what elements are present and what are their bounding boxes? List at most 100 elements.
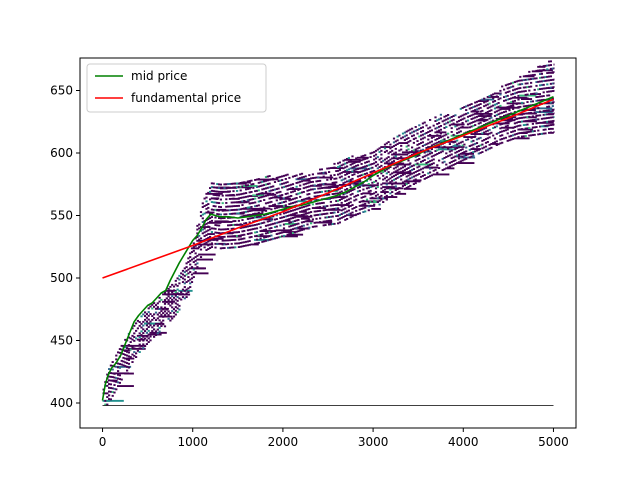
density-cell <box>414 137 417 140</box>
density-cell <box>261 184 264 187</box>
density-cell <box>537 114 540 117</box>
density-cell <box>504 125 507 128</box>
density-cell <box>194 263 197 266</box>
density-cell <box>364 173 367 175</box>
density-cell <box>248 210 251 212</box>
density-cell <box>328 167 331 170</box>
density-cell <box>300 191 304 194</box>
density-cell <box>174 279 177 282</box>
density-cell <box>230 239 233 241</box>
density-cell <box>282 231 296 233</box>
density-cell <box>549 67 552 70</box>
density-cell <box>221 194 224 197</box>
density-cell <box>194 259 197 262</box>
density-cell <box>315 210 318 213</box>
density-cell <box>219 183 222 186</box>
density-cell <box>329 219 332 222</box>
density-cell <box>291 190 295 193</box>
density-cell <box>234 220 237 222</box>
density-cell <box>187 287 190 290</box>
density-cell <box>210 219 213 222</box>
density-cell <box>391 194 394 197</box>
density-cell <box>140 330 143 333</box>
density-cell <box>237 193 240 196</box>
density-cell <box>481 132 484 135</box>
density-cell <box>225 228 228 231</box>
density-cell <box>162 293 175 296</box>
density-cell <box>106 381 109 383</box>
density-cell <box>360 174 363 177</box>
density-cell <box>293 231 296 234</box>
density-cell <box>313 195 316 198</box>
density-cell <box>396 143 399 145</box>
density-cell <box>394 192 407 195</box>
density-cell <box>414 148 417 151</box>
density-cell <box>409 151 412 153</box>
density-cell <box>117 373 120 376</box>
density-cell <box>288 221 291 224</box>
density-cell <box>477 152 480 155</box>
density-cell <box>421 171 424 174</box>
density-cell <box>333 174 336 176</box>
density-cell <box>385 149 388 152</box>
density-cell <box>421 167 424 170</box>
density-cell <box>533 133 536 136</box>
density-cell <box>461 125 464 128</box>
density-cell <box>308 185 311 188</box>
density-cell <box>365 172 369 175</box>
density-cell <box>216 183 219 185</box>
density-cell <box>362 158 365 161</box>
density-cell <box>239 208 242 211</box>
density-cell <box>228 213 231 215</box>
density-cell <box>493 100 497 102</box>
density-cell <box>353 165 356 168</box>
legend: mid price fundamental price <box>86 63 267 113</box>
density-cell <box>317 180 320 182</box>
density-cell <box>313 191 316 194</box>
density-cell <box>553 63 555 66</box>
density-cell <box>248 236 251 239</box>
density-cell <box>542 125 545 127</box>
density-cell <box>286 196 289 199</box>
density-cell <box>162 300 175 303</box>
density-cell <box>448 150 451 153</box>
density-cell <box>315 195 318 198</box>
density-cell <box>127 336 130 339</box>
density-cell <box>546 124 549 127</box>
density-cell <box>291 220 295 223</box>
density-cell <box>232 190 235 193</box>
density-cell <box>264 228 268 231</box>
density-cell <box>290 213 293 216</box>
density-cell <box>522 97 525 100</box>
density-cell <box>237 204 240 207</box>
density-cell <box>162 323 165 326</box>
density-cell <box>328 223 331 226</box>
density-cell <box>144 311 147 314</box>
density-cell <box>367 186 370 189</box>
density-cell <box>430 151 433 154</box>
density-cell <box>187 279 190 282</box>
density-cell <box>241 196 244 199</box>
density-cell <box>154 307 169 310</box>
density-cell <box>353 188 356 191</box>
density-cell <box>488 113 491 116</box>
density-cell <box>474 105 477 108</box>
density-cell <box>474 131 477 134</box>
density-cell <box>337 199 340 202</box>
density-cell <box>248 202 251 205</box>
density-cell <box>508 135 511 138</box>
density-cell <box>227 246 230 249</box>
density-cell <box>248 180 251 182</box>
density-cell <box>255 231 259 233</box>
legend-label-fundamental-price: fundamental price <box>131 91 241 105</box>
density-cell <box>297 181 300 184</box>
density-cell <box>549 64 552 66</box>
density-cell <box>167 299 170 301</box>
density-cell <box>342 204 345 207</box>
density-cell <box>257 215 260 218</box>
density-cell <box>452 145 461 147</box>
density-cell <box>313 199 316 202</box>
density-cell <box>302 191 305 193</box>
density-cell <box>264 176 268 178</box>
density-cell <box>286 181 289 184</box>
